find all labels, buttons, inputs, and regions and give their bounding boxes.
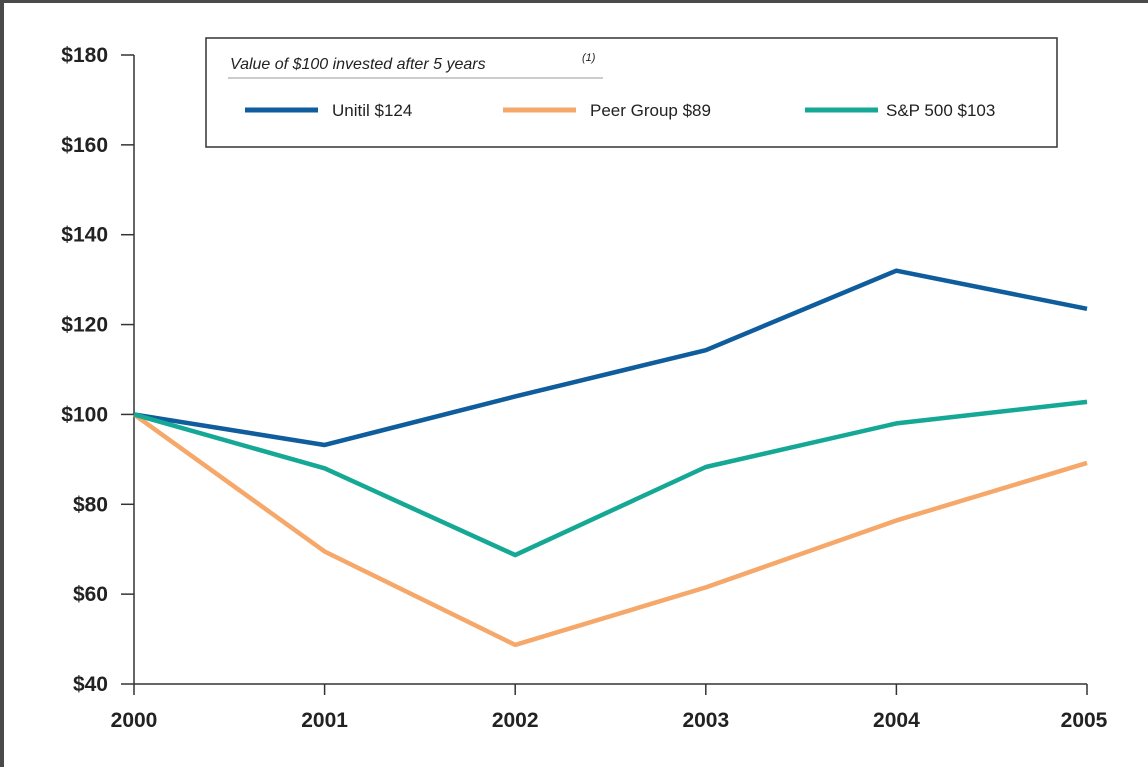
line-chart: $40$60$80$100$120$140$160$180 2000 2001 20… bbox=[61, 37, 1108, 732]
y-tick-label: $120 bbox=[61, 314, 108, 337]
series-line-2 bbox=[132, 412, 1088, 648]
legend-label-3: S&P 500 $103 bbox=[886, 101, 995, 120]
y-tick-label: $100 bbox=[61, 403, 108, 426]
series-lines bbox=[132, 268, 1088, 648]
series-line-3 bbox=[133, 399, 1088, 558]
legend-label-2: Peer Group $89 bbox=[590, 101, 711, 120]
y-tick-label: $140 bbox=[61, 224, 108, 247]
x-tick-label: 2003 bbox=[682, 709, 729, 732]
legend-items: Unitil $124 Peer Group $89 S&P 500 $103 bbox=[245, 101, 995, 120]
x-tick-label: 2000 bbox=[111, 709, 158, 732]
legend-label-1: Unitil $124 bbox=[332, 101, 412, 120]
x-tick-label: 2005 bbox=[1061, 709, 1108, 732]
legend-box bbox=[205, 37, 1058, 148]
x-tick-label: 2001 bbox=[301, 709, 348, 732]
y-tick-label: $160 bbox=[61, 134, 108, 157]
series-line-1 bbox=[133, 268, 1088, 448]
y-tick-label: $40 bbox=[73, 673, 108, 696]
x-axis-ticks: 2000 2001 2002 2003 2004 2005 bbox=[111, 684, 1108, 732]
y-tick-label: $60 bbox=[73, 583, 108, 606]
y-tick-label: $80 bbox=[73, 493, 108, 516]
legend: Value of $100 invested after 5 years (1)… bbox=[205, 37, 1058, 148]
y-tick-label: $180 bbox=[61, 44, 108, 67]
x-tick-label: 2002 bbox=[492, 709, 539, 732]
legend-title: Value of $100 invested after 5 years bbox=[230, 56, 486, 73]
axes bbox=[133, 55, 1087, 685]
y-axis-ticks: $40 $60 $80 $100 $120 $140 $160 $180 bbox=[61, 44, 134, 696]
x-tick-label: 2004 bbox=[873, 709, 920, 732]
legend-title-footnote: (1) bbox=[582, 52, 596, 64]
